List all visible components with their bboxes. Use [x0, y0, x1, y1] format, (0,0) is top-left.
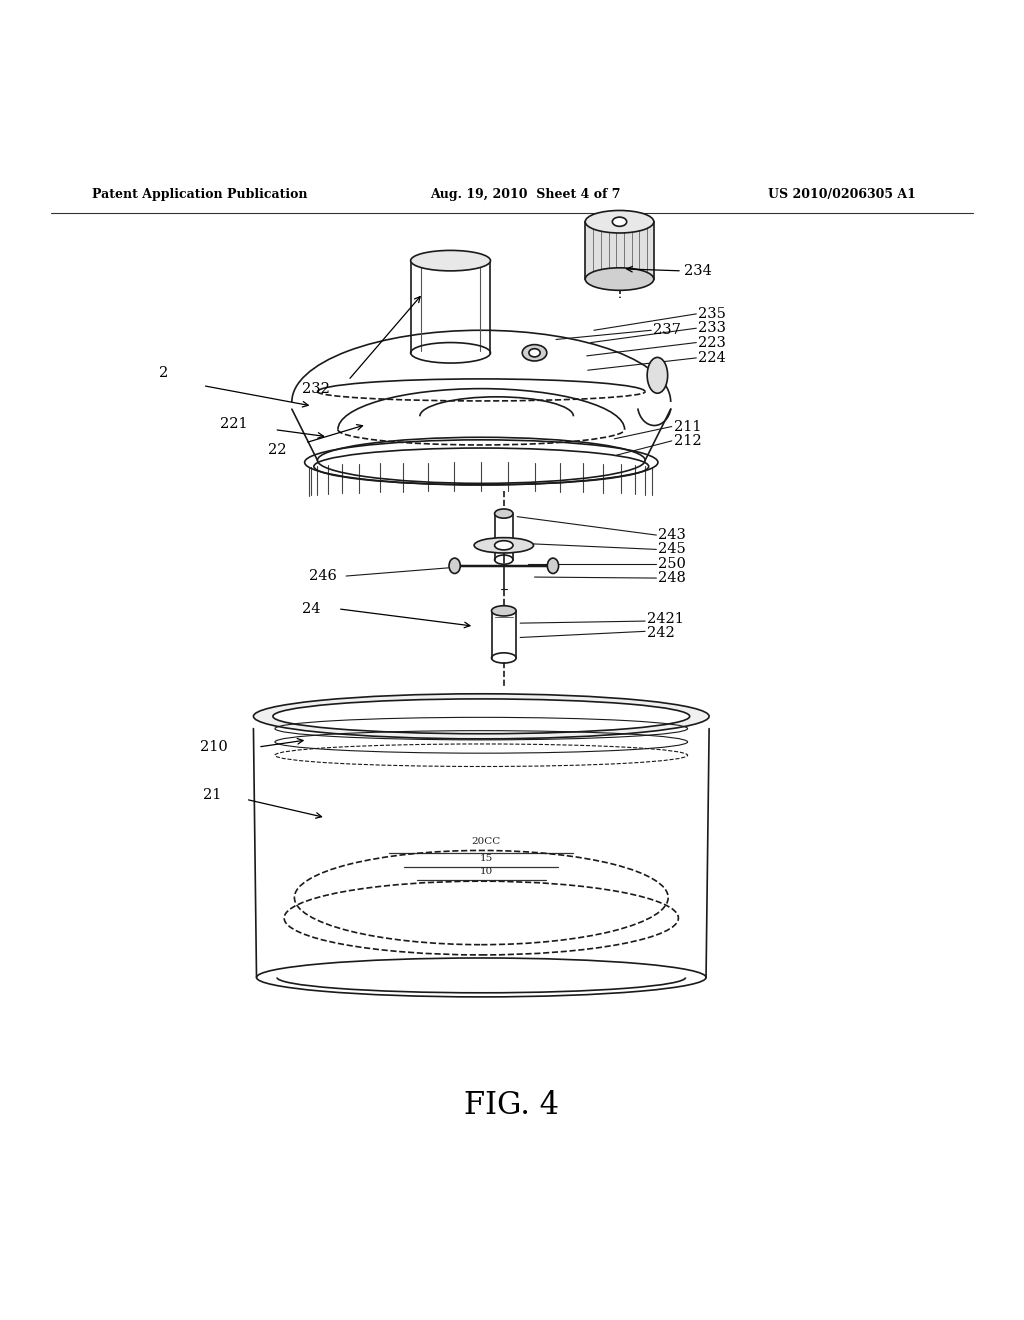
Text: 221: 221: [220, 417, 248, 432]
Text: 248: 248: [658, 572, 686, 585]
Ellipse shape: [449, 558, 461, 573]
Text: 232: 232: [302, 381, 330, 396]
Text: 20CC: 20CC: [472, 837, 501, 846]
Text: 21: 21: [203, 788, 221, 803]
Text: 22: 22: [268, 444, 287, 457]
Ellipse shape: [492, 606, 516, 616]
Text: 243: 243: [658, 528, 686, 543]
Text: 224: 224: [698, 351, 726, 364]
Ellipse shape: [253, 694, 709, 739]
Text: 245: 245: [658, 543, 686, 557]
Ellipse shape: [547, 558, 559, 573]
Text: 242: 242: [647, 627, 675, 640]
Ellipse shape: [495, 510, 513, 519]
Ellipse shape: [272, 698, 690, 734]
Ellipse shape: [586, 210, 653, 234]
Text: 233: 233: [698, 321, 726, 335]
Text: 15: 15: [480, 854, 493, 863]
Text: 235: 235: [698, 306, 726, 321]
Ellipse shape: [411, 251, 490, 271]
Ellipse shape: [529, 348, 541, 356]
Text: 223: 223: [698, 335, 726, 350]
Text: 2421: 2421: [647, 612, 684, 626]
Ellipse shape: [647, 358, 668, 393]
Ellipse shape: [586, 268, 653, 290]
Text: 246: 246: [309, 569, 337, 583]
Text: 211: 211: [674, 420, 701, 433]
Ellipse shape: [495, 541, 513, 550]
Text: 24: 24: [302, 602, 321, 616]
Text: FIG. 4: FIG. 4: [465, 1090, 559, 1121]
Text: 2: 2: [159, 366, 168, 380]
Ellipse shape: [522, 345, 547, 360]
Ellipse shape: [612, 216, 627, 226]
Text: 237: 237: [653, 323, 681, 338]
Text: US 2010/0206305 A1: US 2010/0206305 A1: [768, 187, 915, 201]
Text: 234: 234: [684, 264, 712, 279]
Bar: [586, 222, 654, 279]
Text: Aug. 19, 2010  Sheet 4 of 7: Aug. 19, 2010 Sheet 4 of 7: [430, 187, 621, 201]
Text: 210: 210: [200, 741, 227, 754]
Ellipse shape: [474, 537, 534, 553]
Text: 212: 212: [674, 434, 701, 447]
Text: Patent Application Publication: Patent Application Publication: [92, 187, 307, 201]
Text: 250: 250: [658, 557, 686, 570]
Text: 10: 10: [480, 867, 493, 876]
